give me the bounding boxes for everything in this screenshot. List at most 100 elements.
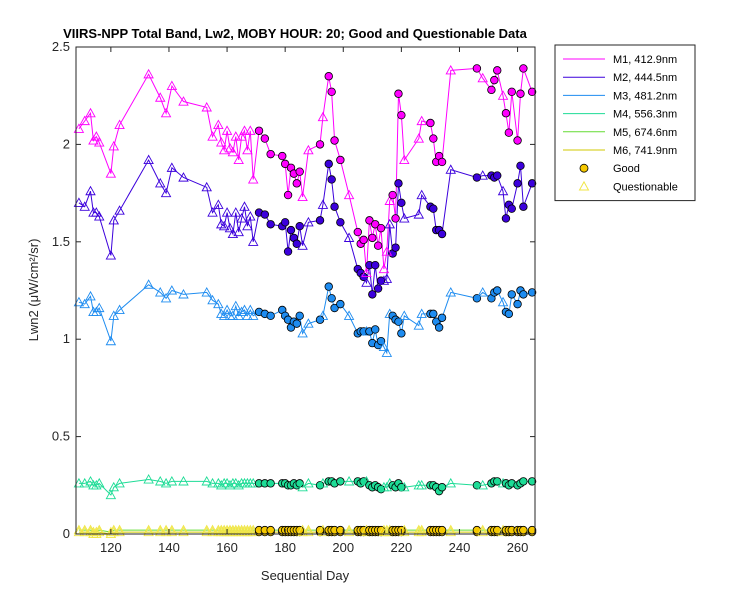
- questionable-point: [85, 185, 96, 196]
- good-point: [437, 483, 447, 492]
- good-point: [487, 85, 496, 95]
- good-point: [501, 109, 511, 118]
- questionable-point: [303, 144, 314, 155]
- questionable-point: [247, 174, 259, 184]
- chart-title: VIIRS-NPP Total Band, Lw2, MOBY HOUR: 20…: [63, 26, 527, 41]
- good-point: [324, 282, 333, 291]
- questionable-point: [317, 310, 329, 320]
- questionable-point: [416, 115, 427, 126]
- good-point: [504, 309, 514, 319]
- questionable-point: [416, 479, 427, 490]
- good-point: [266, 311, 275, 321]
- questionable-point: [230, 300, 242, 311]
- good-point: [527, 477, 537, 486]
- questionable-point: [160, 107, 172, 118]
- good-point: [266, 525, 275, 535]
- good-point: [527, 179, 537, 188]
- good-point: [324, 72, 333, 81]
- questionable-point: [93, 211, 105, 221]
- questionable-point: [143, 68, 154, 79]
- questionable-point: [105, 250, 117, 260]
- questionable-point: [317, 111, 329, 122]
- questionable-point: [207, 131, 218, 141]
- questionable-point: [245, 304, 256, 315]
- good-point: [397, 110, 406, 120]
- questionable-point: [445, 64, 457, 75]
- x-tick-label: 140: [158, 540, 180, 555]
- good-point: [336, 299, 345, 309]
- questionable-point: [114, 205, 125, 215]
- good-point: [519, 525, 528, 535]
- questionable-point: [399, 481, 410, 492]
- questionable-point: [221, 125, 233, 135]
- questionable-point: [213, 119, 224, 129]
- y-tick-label: 2: [63, 136, 70, 151]
- good-point: [493, 171, 502, 180]
- questionable-point: [317, 199, 329, 209]
- questionable-point: [166, 80, 178, 91]
- questionable-point: [85, 290, 96, 301]
- questionable-point: [218, 310, 230, 320]
- good-point: [516, 161, 525, 171]
- questionable-point: [399, 310, 410, 320]
- good-point: [373, 284, 383, 293]
- x-tick-label: 240: [449, 540, 471, 555]
- good-point: [295, 167, 304, 176]
- good-point: [373, 241, 383, 250]
- y-tick-label: 2.5: [52, 39, 70, 54]
- questionable-point: [239, 125, 250, 135]
- good-point: [283, 247, 293, 256]
- good-point: [266, 479, 275, 488]
- questionable-point: [297, 327, 308, 338]
- questionable-point: [343, 189, 355, 200]
- questionable-point: [239, 304, 250, 315]
- questionable-point: [160, 187, 172, 198]
- plot-area: [76, 47, 535, 534]
- questionable-point: [215, 137, 227, 147]
- questionable-point: [105, 168, 117, 178]
- good-point: [437, 157, 447, 167]
- questionable-point: [93, 302, 105, 313]
- good-point: [472, 64, 482, 73]
- questionable-point: [207, 477, 218, 488]
- questionable-point: [378, 263, 390, 274]
- questionable-point: [247, 310, 259, 320]
- legend: M1, 412.9nm M2, 444.5nm M3, 481.2nm M4, 556…: [554, 44, 696, 202]
- axes-layer: 120 140 160 180 200 220 240 260 0 0.5 1 1.5 2 2.5: [52, 39, 535, 555]
- questionable-point: [230, 131, 242, 141]
- good-point: [315, 481, 325, 490]
- questionable-point: [207, 207, 218, 217]
- questionable-point: [416, 189, 427, 200]
- questionable-point: [445, 164, 457, 174]
- good-point: [280, 159, 290, 169]
- good-point: [254, 126, 264, 135]
- good-point: [504, 128, 514, 137]
- legend-label-2: M2, 444.5nm: [613, 72, 677, 84]
- questionable-point: [413, 320, 425, 330]
- questionable-point: [114, 477, 125, 488]
- good-point: [376, 336, 386, 346]
- y-tick-label: 1.5: [52, 234, 70, 249]
- questionable-point: [166, 475, 178, 486]
- questionable-point: [227, 146, 239, 157]
- good-point: [365, 216, 374, 225]
- good-point: [280, 218, 290, 227]
- questionable-point: [497, 90, 509, 100]
- questionable-point: [361, 277, 372, 287]
- questionable-point: [154, 287, 166, 297]
- x-tick-label: 220: [391, 540, 413, 555]
- questionable-point: [297, 191, 308, 202]
- good-point: [315, 140, 325, 149]
- good-point: [330, 136, 339, 145]
- good-point: [391, 214, 400, 223]
- questionable-point: [497, 296, 509, 307]
- legend-marker-questionable: [578, 180, 590, 191]
- questionable-point: [416, 526, 427, 537]
- good-point: [368, 290, 377, 299]
- good-point: [295, 311, 304, 321]
- good-point: [336, 218, 345, 227]
- questionable-point: [247, 236, 259, 246]
- good-point: [490, 75, 499, 85]
- questionable-point: [73, 197, 85, 207]
- good-point: [513, 299, 522, 309]
